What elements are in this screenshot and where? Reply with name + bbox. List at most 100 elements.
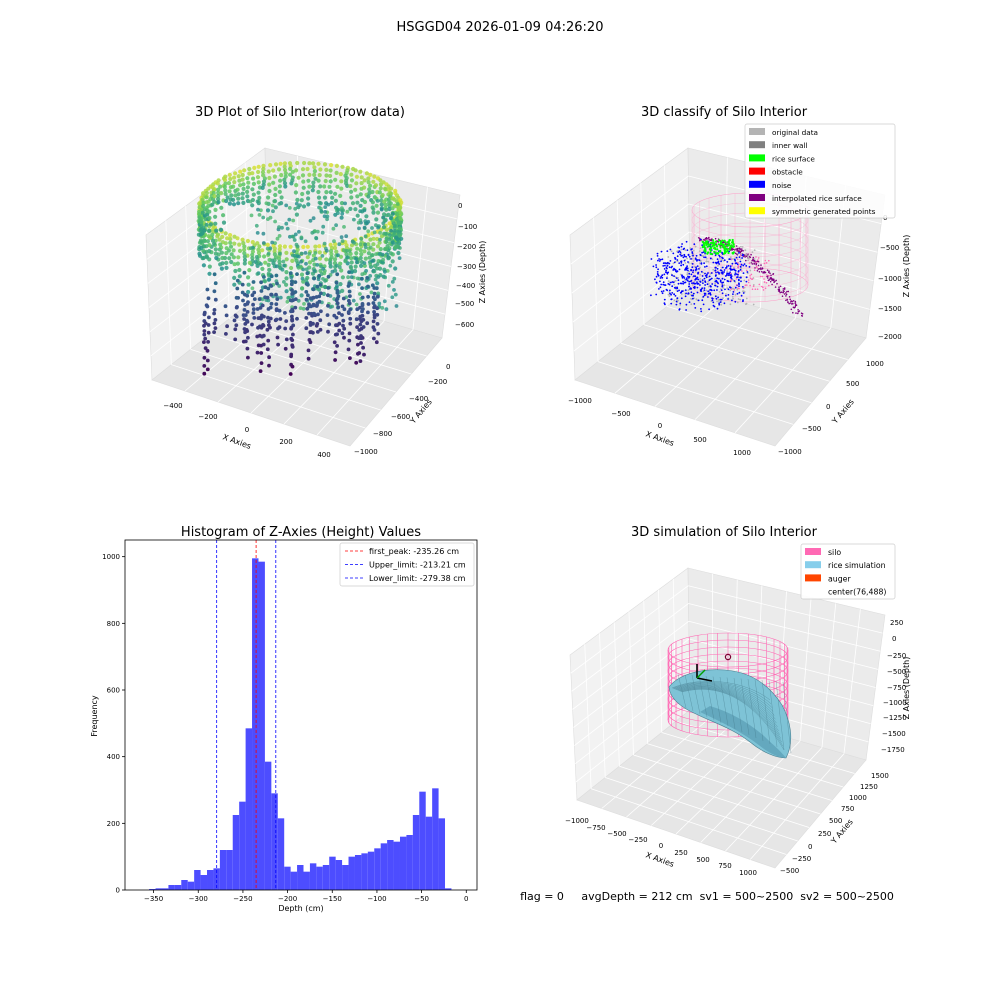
interpolated-point	[779, 291, 781, 294]
legend-label: original data	[772, 128, 818, 137]
raw-point	[374, 217, 379, 222]
interpolated-point	[786, 290, 788, 293]
raw-point	[291, 332, 295, 337]
histogram-bar	[290, 871, 298, 890]
noise-point	[734, 286, 737, 289]
raw-point	[364, 214, 369, 219]
legend-label: noise	[772, 181, 792, 190]
grid-line	[575, 691, 690, 783]
classify-xtick: −1000	[568, 397, 592, 405]
raw-point	[277, 234, 282, 238]
noise-point	[719, 279, 722, 282]
raw-point	[362, 249, 367, 254]
noise-point	[669, 248, 672, 251]
noise-point	[732, 291, 735, 293]
raw-point	[289, 326, 293, 331]
raw-point	[306, 196, 311, 201]
noise-point	[718, 277, 720, 280]
raw-point	[302, 160, 307, 166]
raw-point	[245, 238, 250, 244]
histogram-bar	[438, 818, 446, 890]
simulation-ytick: 0	[808, 843, 812, 851]
raw-point	[312, 172, 317, 177]
simulation-y-ticks: −500 −250 0 250 500 750 1000 1250 1500	[780, 772, 889, 875]
raw-point	[301, 179, 306, 184]
raw-point	[233, 327, 238, 332]
raw-point	[218, 242, 223, 247]
histogram-bar	[419, 791, 426, 890]
interpolated-point	[757, 268, 760, 270]
raw-point	[261, 333, 266, 338]
rice-surface-point	[721, 239, 724, 242]
raw-point	[377, 190, 382, 195]
raw-point	[256, 247, 261, 252]
raw-point	[288, 298, 293, 303]
raw-point	[362, 199, 368, 205]
interpolated-point	[777, 288, 780, 291]
original-point	[753, 249, 756, 252]
raw-point	[346, 347, 351, 352]
classify-ytick: −500	[802, 425, 821, 433]
histogram-axes-frame	[124, 539, 478, 891]
original-point	[692, 249, 695, 252]
noise-point	[723, 269, 726, 271]
rice-surface-point	[706, 245, 709, 248]
raw-point	[299, 259, 303, 264]
noise-point	[709, 257, 712, 260]
original-point	[720, 303, 723, 306]
raw-point	[248, 199, 253, 204]
histogram-bar	[297, 865, 304, 890]
raw-xtick: 0	[245, 426, 249, 434]
original-point	[731, 295, 734, 298]
raw-point	[340, 211, 345, 216]
noise-point	[688, 283, 691, 285]
raw-point	[335, 288, 340, 293]
raw-point	[354, 181, 359, 186]
raw-point	[348, 316, 353, 321]
raw-point	[330, 269, 335, 274]
rice-mesh-line	[678, 687, 780, 735]
original-point	[691, 258, 694, 260]
raw-point	[335, 301, 340, 306]
interpolated-point	[785, 299, 787, 302]
raw-point	[255, 175, 261, 180]
histogram-x-label: Depth (cm)	[278, 904, 323, 913]
y-tick-label: 800	[107, 620, 120, 628]
noise-point	[681, 274, 683, 277]
simulation-floor-pane	[576, 709, 867, 869]
raw-point	[346, 275, 350, 280]
rice-mesh-line	[698, 675, 708, 718]
noise-point	[712, 304, 715, 307]
histogram-bar	[342, 865, 349, 890]
raw-point	[349, 260, 354, 265]
silo-point	[755, 261, 758, 264]
noise-point	[688, 280, 691, 283]
raw-point	[352, 240, 356, 245]
interpolated-point	[769, 280, 772, 283]
raw-point	[245, 176, 250, 181]
noise-point	[746, 271, 749, 273]
raw-point	[373, 277, 378, 282]
original-point	[737, 298, 740, 300]
raw-point	[287, 217, 292, 222]
grid-line	[799, 597, 812, 742]
grid-line	[597, 361, 794, 425]
classify-legend-frame	[744, 123, 896, 219]
raw-point	[398, 210, 403, 215]
histogram-bar	[432, 788, 439, 890]
noise-point	[719, 301, 722, 303]
raw-point	[355, 260, 359, 265]
classify-panel: 3D classify of Silo Interior −1000 −500 …	[568, 105, 911, 457]
raw-point	[223, 231, 228, 236]
raw-point	[298, 203, 302, 208]
interpolated-point	[748, 255, 751, 258]
raw-point	[366, 229, 371, 234]
interpolated-point	[745, 255, 748, 257]
raw-point	[212, 330, 217, 334]
original-point	[726, 270, 729, 273]
raw-point	[197, 251, 202, 256]
raw-point	[353, 264, 358, 269]
raw-point	[236, 196, 241, 201]
raw-point	[284, 337, 289, 342]
raw-point	[237, 178, 242, 183]
